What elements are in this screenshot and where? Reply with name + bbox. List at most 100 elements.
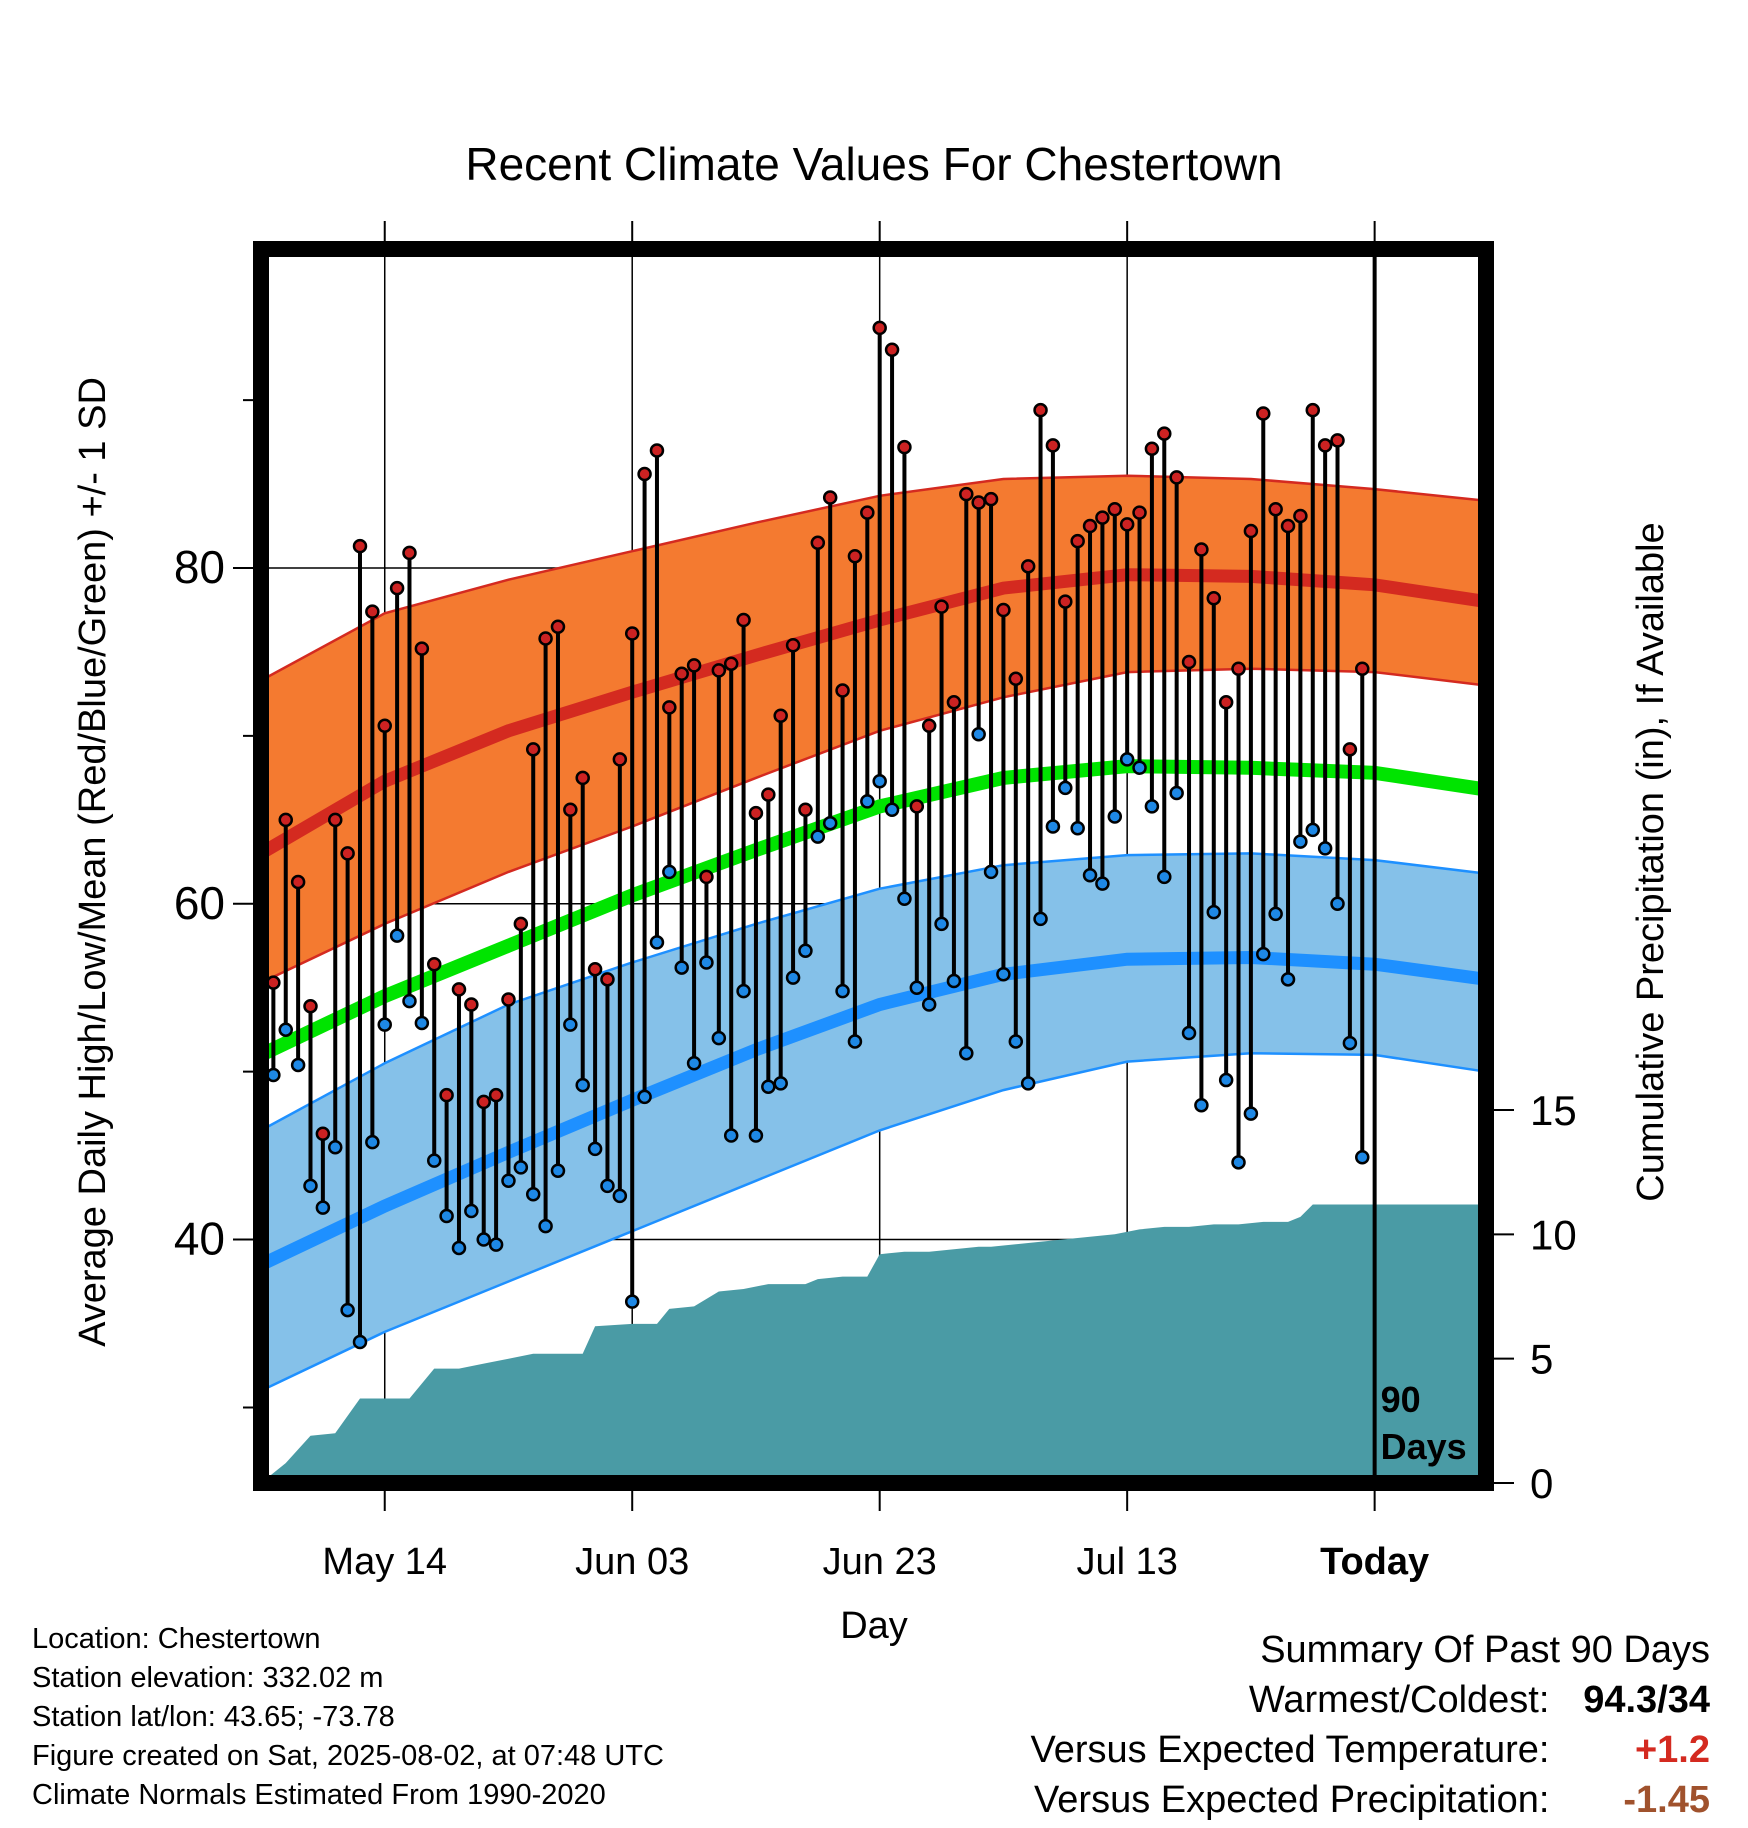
daily-high-point — [946, 695, 962, 710]
daily-low-point — [278, 1022, 293, 1037]
daily-low-point — [476, 1232, 491, 1247]
daily-low-point — [810, 829, 826, 844]
daily-low-point — [1045, 819, 1061, 834]
daily-high-point — [971, 495, 986, 510]
daily-low-point — [835, 983, 850, 999]
daily-high-point — [835, 683, 850, 698]
daily-range-series — [253, 320, 1370, 1350]
daily-low-point — [327, 1139, 343, 1155]
y-left-tick-label: 60 — [174, 877, 225, 929]
daily-low-point — [1218, 1072, 1234, 1088]
x-tick-label: May 14 — [322, 1541, 447, 1583]
daily-low-point — [983, 864, 999, 880]
daily-high-point — [1280, 518, 1296, 534]
daily-low-point — [365, 1134, 380, 1150]
daily-high-point — [798, 802, 813, 818]
daily-low-point — [1317, 841, 1333, 856]
daily-high-point — [1218, 695, 1234, 710]
normal-low-line — [258, 950, 1487, 1271]
daily-low-point — [426, 1153, 442, 1168]
daily-high-point — [723, 656, 739, 671]
summary-title: Summary Of Past 90 Days — [1260, 1629, 1710, 1671]
daily-low-point — [575, 1077, 590, 1093]
daily-high-point — [278, 812, 293, 828]
daily-low-point — [1293, 834, 1308, 849]
daily-low-point — [266, 1067, 281, 1083]
daily-high-point — [575, 770, 590, 786]
y-left-tick-label: 80 — [174, 541, 225, 593]
y-left-tick-label: 40 — [174, 1213, 225, 1265]
daily-low-point — [934, 916, 949, 932]
daily-high-point — [1181, 654, 1197, 670]
daily-high-point — [303, 998, 318, 1014]
daily-low-point — [525, 1186, 541, 1202]
daily-high-point — [1342, 742, 1358, 757]
daily-high-point — [909, 799, 925, 814]
daily-high-point — [1293, 508, 1308, 524]
daily-high-point — [501, 992, 516, 1007]
low-band-lower-edge — [260, 1051, 1487, 1392]
daily-high-point — [327, 812, 343, 828]
warm-cold-label: Warmest/Coldest: — [1248, 1679, 1550, 1721]
daily-low-point — [1355, 1150, 1370, 1165]
daily-low-point — [860, 794, 875, 809]
daily-high-point — [748, 805, 764, 821]
daily-low-point — [1243, 1106, 1259, 1121]
daily-high-point — [897, 439, 912, 455]
daily-high-point — [1206, 590, 1222, 606]
daily-low-point — [1342, 1035, 1358, 1051]
daily-high-point — [1317, 438, 1333, 453]
daily-low-point — [884, 802, 900, 818]
daily-high-point — [1144, 441, 1160, 457]
y-right-tick-label: 5 — [1530, 1336, 1553, 1383]
daily-high-point — [1330, 433, 1345, 448]
daily-high-point — [439, 1087, 454, 1103]
x-axis-label: Day — [840, 1605, 908, 1647]
warm-cold-value: 94.3/34 — [1583, 1679, 1710, 1721]
daily-low-point — [389, 928, 405, 943]
daily-high-point — [1020, 559, 1036, 574]
elevation-text: Station elevation: 332.02 m — [32, 1662, 384, 1694]
daily-high-point — [563, 802, 578, 818]
daily-high-point — [934, 599, 949, 614]
daily-high-point — [736, 612, 751, 628]
daily-low-point — [340, 1302, 355, 1318]
daily-high-point — [525, 742, 541, 757]
daily-high-point — [414, 641, 430, 656]
created-text: Figure created on Sat, 2025-08-02, at 07… — [32, 1740, 664, 1772]
daily-high-point — [761, 787, 776, 802]
daily-low-point — [538, 1218, 553, 1234]
low-band-upper-edge — [260, 852, 1487, 1132]
daily-low-point — [402, 993, 417, 1009]
daily-high-point — [1045, 438, 1061, 453]
daily-low-point — [464, 1203, 479, 1219]
daily-low-point — [748, 1128, 764, 1143]
daily-low-point — [785, 970, 801, 985]
daily-high-point — [1355, 661, 1370, 676]
daily-high-point — [1132, 505, 1147, 520]
warm-cold-row: Warmest/Coldest: 94.3/34 — [1031, 1675, 1710, 1725]
daily-low-point — [377, 1017, 392, 1032]
daily-high-point — [1119, 517, 1135, 532]
daily-low-point — [563, 1017, 578, 1032]
daily-low-point — [959, 1045, 974, 1061]
daily-low-point — [1305, 822, 1321, 838]
axis-ticks: May 14 Jun 03 Jun 23 Jul 13 Today 40 60 80 0 5 10 1… — [174, 221, 1577, 1583]
daily-high-point — [1169, 470, 1184, 485]
daily-low-point — [1107, 809, 1123, 824]
daily-low-point — [773, 1076, 788, 1091]
daily-low-point — [909, 980, 925, 995]
daily-low-point — [996, 967, 1011, 982]
daily-low-point — [1280, 972, 1296, 987]
low-normal-band — [260, 852, 1487, 1392]
daily-high-point — [402, 545, 417, 561]
daily-low-point — [1231, 1155, 1246, 1170]
daily-high-point — [451, 982, 467, 997]
daily-high-point — [921, 718, 937, 734]
daily-low-point — [736, 983, 751, 999]
daily-high-point — [1268, 501, 1283, 517]
daily-low-point — [971, 726, 986, 742]
daily-high-point — [1194, 542, 1209, 557]
daily-low-point — [847, 1034, 863, 1049]
